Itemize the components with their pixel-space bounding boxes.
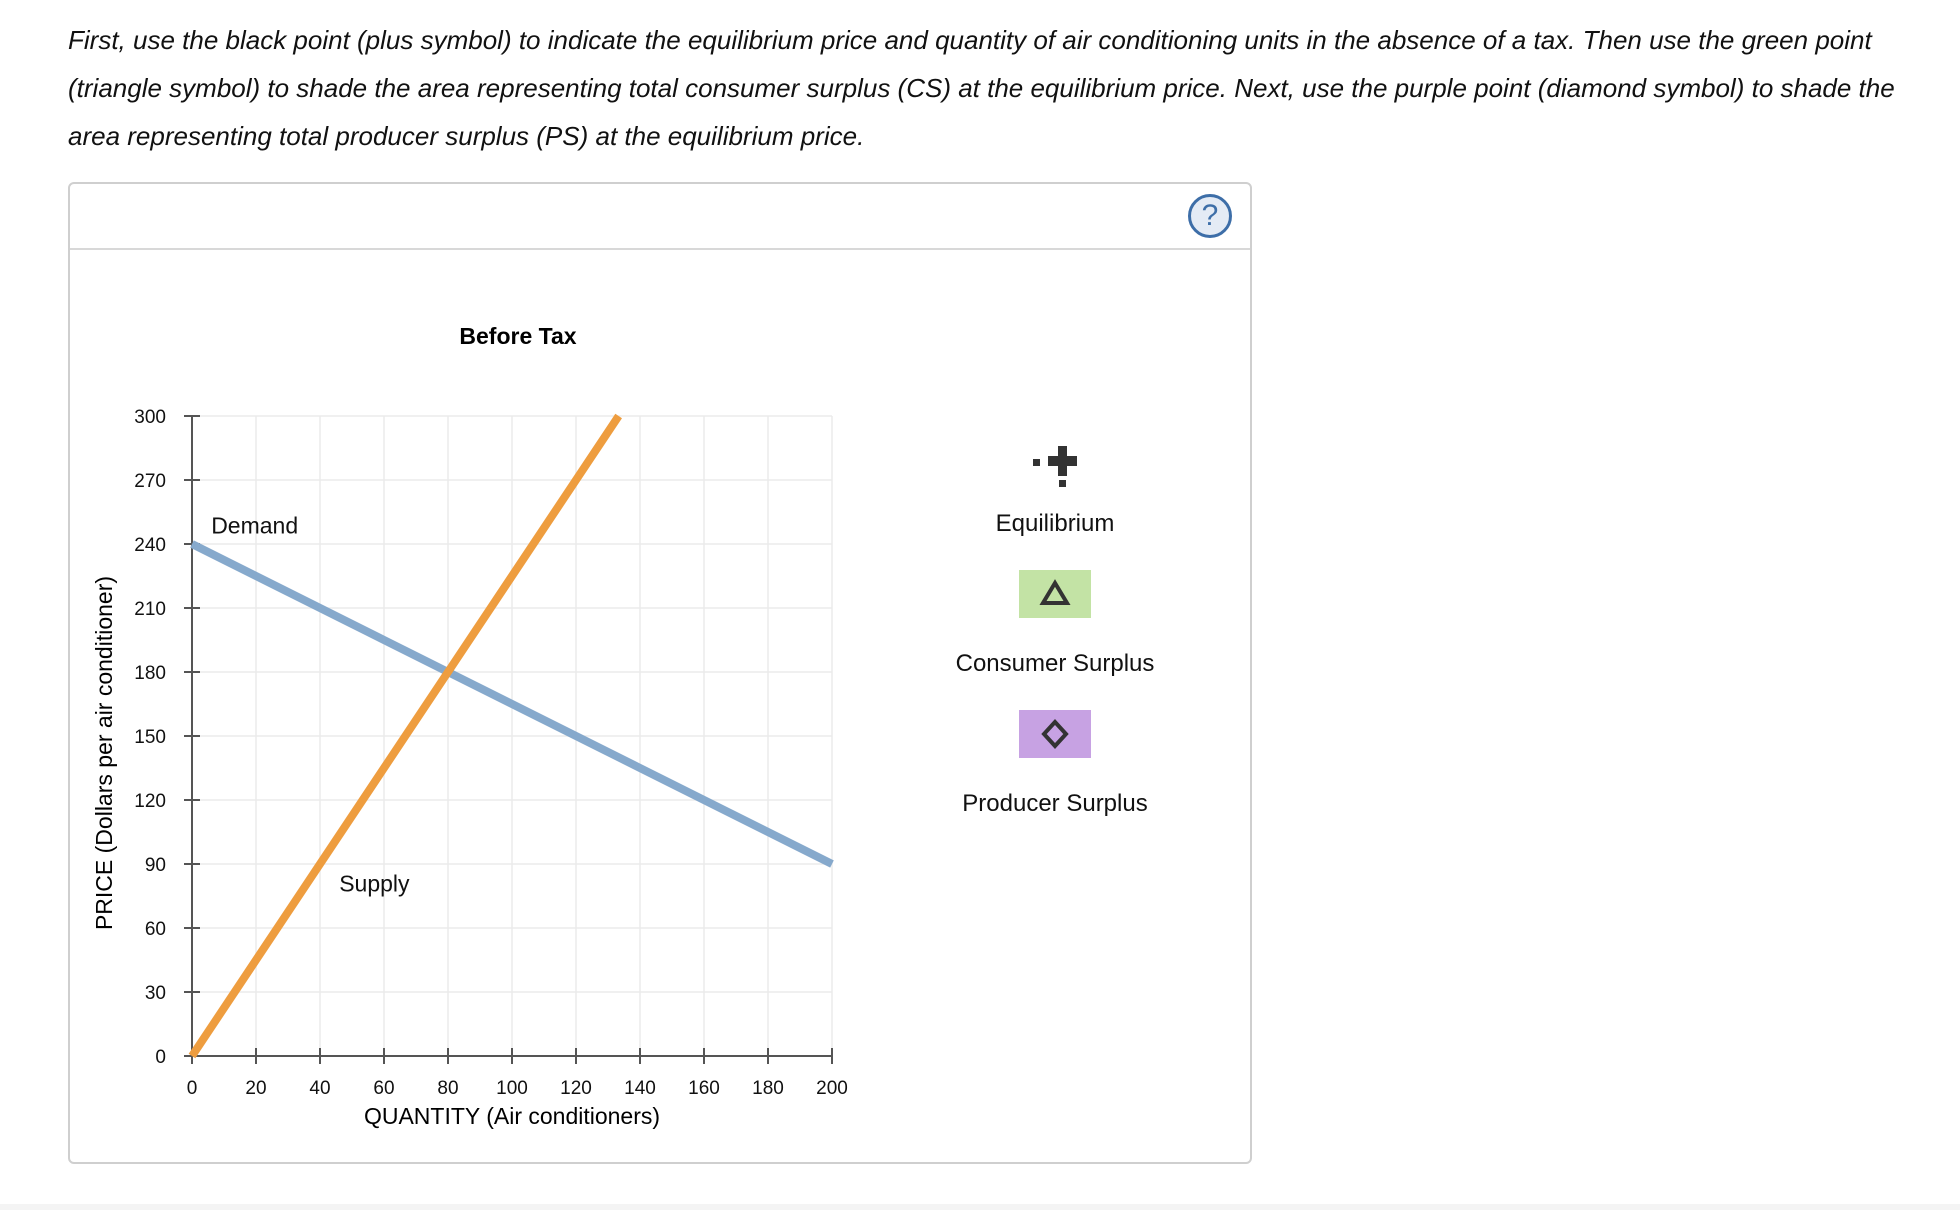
consumer-surplus-label: Consumer Surplus	[955, 650, 1155, 677]
instructions-text: First, use the black point (plus symbol)…	[68, 25, 1895, 151]
x-tick-label-100: 100	[496, 1078, 528, 1099]
x-tick-label-80: 80	[437, 1078, 458, 1099]
supply-curve-label: Supply	[339, 871, 410, 897]
x-tick-label-180: 180	[752, 1078, 784, 1099]
plus-icon	[1033, 446, 1077, 487]
y-tick-label-270: 270	[134, 471, 166, 492]
supply-curve[interactable]	[188, 413, 622, 1059]
y-tick-label-210: 210	[134, 599, 166, 620]
y-tick-label-180: 180	[134, 663, 166, 684]
demand-curve[interactable]	[190, 540, 834, 868]
x-tick-label-20: 20	[245, 1078, 266, 1099]
graph-panel: ? Before Tax 0 30 60 90 120 150 180 210 240 270 30…	[68, 182, 1252, 1164]
y-tick-label-150: 150	[134, 727, 166, 748]
demand-curve-label: Demand	[211, 512, 298, 538]
axis-layer: 0 30 60 90 120 150 180 210 240 270 300 0 20 40 60 80 100…	[134, 407, 848, 1099]
x-tick-label-140: 140	[624, 1078, 656, 1099]
equilibrium-label: Equilibrium	[995, 510, 1115, 537]
x-tick-label-60: 60	[373, 1078, 394, 1099]
x-tick-label-200: 200	[816, 1078, 848, 1099]
consumer-surplus-tool[interactable]	[1019, 570, 1091, 618]
x-tick-label-40: 40	[309, 1078, 330, 1099]
producer-surplus-tool[interactable]	[1019, 710, 1091, 758]
equilibrium-tool[interactable]	[1030, 440, 1080, 490]
chart-title: Before Tax	[459, 323, 576, 349]
y-tick-label-120: 120	[134, 791, 166, 812]
y-tick-label-30: 30	[145, 983, 166, 1004]
footer-strip	[0, 1204, 1960, 1210]
before-tax-chart[interactable]: Before Tax 03060901201501802102402703000…	[70, 184, 1250, 1162]
x-axis-label: QUANTITY (Air conditioners)	[364, 1103, 660, 1129]
y-tick-label-60: 60	[145, 919, 166, 940]
x-tick-label-160: 160	[688, 1078, 720, 1099]
y-tick-label-90: 90	[145, 855, 166, 876]
diamond-icon	[1041, 719, 1069, 749]
y-axis-label: PRICE (Dollars per air conditioner)	[91, 576, 117, 930]
label-layer: Demand Supply	[211, 512, 410, 896]
grid-layer	[192, 415, 833, 1056]
panel-header: ?	[70, 184, 1250, 250]
y-tick-label-0: 0	[155, 1047, 166, 1068]
question-mark-icon: ?	[1201, 199, 1219, 232]
x-tick-label-120: 120	[560, 1078, 592, 1099]
series-layer	[188, 413, 834, 1059]
producer-surplus-label: Producer Surplus	[962, 790, 1148, 817]
y-tick-label-300: 300	[134, 407, 166, 428]
x-tick-label-0: 0	[187, 1078, 198, 1099]
help-button[interactable]: ?	[1188, 194, 1232, 238]
triangle-icon	[1039, 579, 1071, 605]
y-tick-label-240: 240	[134, 535, 166, 556]
